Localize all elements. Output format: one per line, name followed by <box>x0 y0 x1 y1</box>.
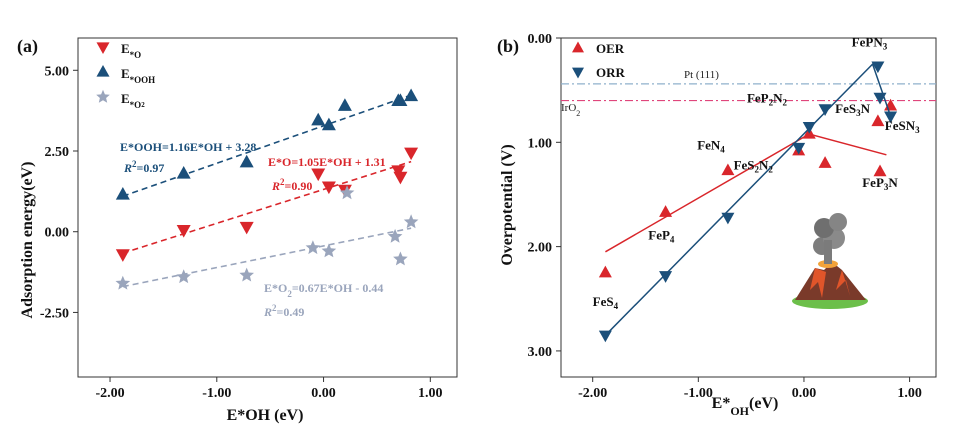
panel-a-frame <box>77 37 458 378</box>
panel-a-point <box>403 214 419 229</box>
r2-o2: R2=0.49 <box>263 303 304 319</box>
panel-a-point <box>176 269 191 284</box>
legend-eo2-label: E*O2 <box>121 91 145 110</box>
panel-b-point <box>871 114 885 127</box>
eq-o2: E*O2=0.67E*OH - 0.44 <box>264 281 383 299</box>
ref-iro2-label: IrO2 <box>561 102 580 118</box>
panel-b-annotation: FeS3N <box>835 101 870 118</box>
panel-b-annotation: FeSN3 <box>885 118 920 135</box>
panel-b-annotation: FeS4 <box>593 294 619 311</box>
panel-b-ytick-label: 2.00 <box>528 241 553 256</box>
panel-b-xtick-label: -1.00 <box>684 386 713 401</box>
legend-eo-marker <box>96 42 110 55</box>
panel-b-xtick-label: 1.00 <box>897 386 922 401</box>
panel-a-point <box>239 267 254 282</box>
legend-eo2-marker <box>96 89 110 103</box>
panel-a-point <box>321 181 336 195</box>
eq-o: E*O=1.05E*OH + 1.31 <box>268 155 386 169</box>
panel-a-fit-line-1 <box>122 94 412 197</box>
panel-a-point <box>176 166 191 179</box>
panel-a-point <box>311 168 326 182</box>
panel-b-label: (b) <box>497 36 519 57</box>
panel-b-annotation: FeS2N2 <box>734 157 774 174</box>
legend-oer-label: OER <box>596 41 625 56</box>
panel-a-point <box>393 251 408 266</box>
panel-b-ylabel: Overpotential (V) <box>499 144 516 265</box>
panel-a-label: (a) <box>17 36 38 57</box>
panel-b-point <box>659 205 673 217</box>
panel-b-annotation: FePN3 <box>852 34 888 51</box>
panel-a-point <box>321 117 336 131</box>
panel-b-annotation: FeN4 <box>697 138 725 155</box>
panel-a-point <box>387 228 403 243</box>
panel-a-xtick-label: -1.00 <box>202 386 231 401</box>
legend-orr-label: ORR <box>596 65 626 80</box>
panel-a-point <box>115 249 130 262</box>
panel-b-point <box>721 212 735 225</box>
panel-b-ytick-label: 1.00 <box>528 136 553 151</box>
panel-b-point <box>802 121 816 134</box>
panel-b-point <box>659 271 673 283</box>
panel-a-point <box>115 275 131 290</box>
legend-oer-marker <box>572 41 584 53</box>
legend-orr-marker <box>572 67 584 79</box>
panel-a-ytick-label: 2.50 <box>45 145 70 160</box>
legend-eooh-marker <box>96 64 110 77</box>
panel-a-xtick-label: -2.00 <box>95 386 124 401</box>
panel-b-point <box>873 164 887 177</box>
legend-eooh-label: E*OOH <box>121 66 155 85</box>
panel-b-annotation: FeP3N <box>862 175 898 192</box>
panel-b-point <box>721 163 735 176</box>
r2-ooh: R2=0.97 <box>123 159 164 175</box>
panel-b-xtick-label: -2.00 <box>578 386 607 401</box>
panel-a-fit-line-2 <box>122 227 412 288</box>
panel-a-point <box>115 187 130 200</box>
panel-b-ytick-label: 0.00 <box>528 32 553 47</box>
panel-a-point <box>239 154 254 168</box>
panel-b-point <box>873 92 887 105</box>
panel-a-point <box>404 147 419 161</box>
panel-a-point <box>311 112 326 126</box>
panel-b-xtick-label: 0.00 <box>792 386 817 401</box>
panel-a-ytick-label: 0.00 <box>45 226 70 241</box>
panel-a-ytick-label: 5.00 <box>45 64 70 79</box>
panel-b-ytick-label: 3.00 <box>528 345 553 360</box>
panel-a-point <box>393 93 408 106</box>
panel-a-point <box>337 98 352 111</box>
panel-b-point <box>598 330 612 343</box>
panel-a-point <box>339 185 355 200</box>
panel-b-frame <box>560 37 937 378</box>
panel-a-ylabel: Adsorption energy(eV) <box>19 162 36 319</box>
panel-a-point <box>404 88 419 102</box>
panel-a-xtick-label: 0.00 <box>311 386 336 401</box>
panel-a-xlabel: E*OH (eV) <box>227 407 304 424</box>
panel-a-point <box>305 240 321 255</box>
panel-b-point <box>871 61 885 74</box>
panel-a-point <box>393 171 408 185</box>
panel-a-point <box>391 165 406 178</box>
panel-b-xlabel: E*OH(eV) <box>712 395 779 418</box>
panel-a-point <box>321 243 337 258</box>
panel-b-annotation: FeP2N2 <box>747 91 788 108</box>
panel-b-annotation: FeP4 <box>648 227 675 244</box>
panel-b-point <box>792 142 806 155</box>
panel-a-ytick-label: -2.50 <box>40 306 69 321</box>
eq-ooh: E*OOH=1.16E*OH + 3.28 <box>120 140 256 154</box>
panel-b-point <box>818 104 832 116</box>
panel-b-point <box>818 156 832 168</box>
panel-a-point <box>239 221 254 235</box>
volcano-icon <box>792 213 868 309</box>
legend-eo-label: E*O <box>121 41 141 60</box>
panel-b-point <box>884 111 898 124</box>
panel-b-point <box>598 265 612 278</box>
r2-o: R2=0.90 <box>271 177 312 193</box>
ref-pt-label: Pt (111) <box>684 69 719 81</box>
panel-a-point <box>176 225 191 238</box>
panel-a-fit-line-0 <box>122 160 412 254</box>
panel-a-xtick-label: 1.00 <box>418 386 443 401</box>
panel-b-fit-line-1 <box>604 62 892 336</box>
